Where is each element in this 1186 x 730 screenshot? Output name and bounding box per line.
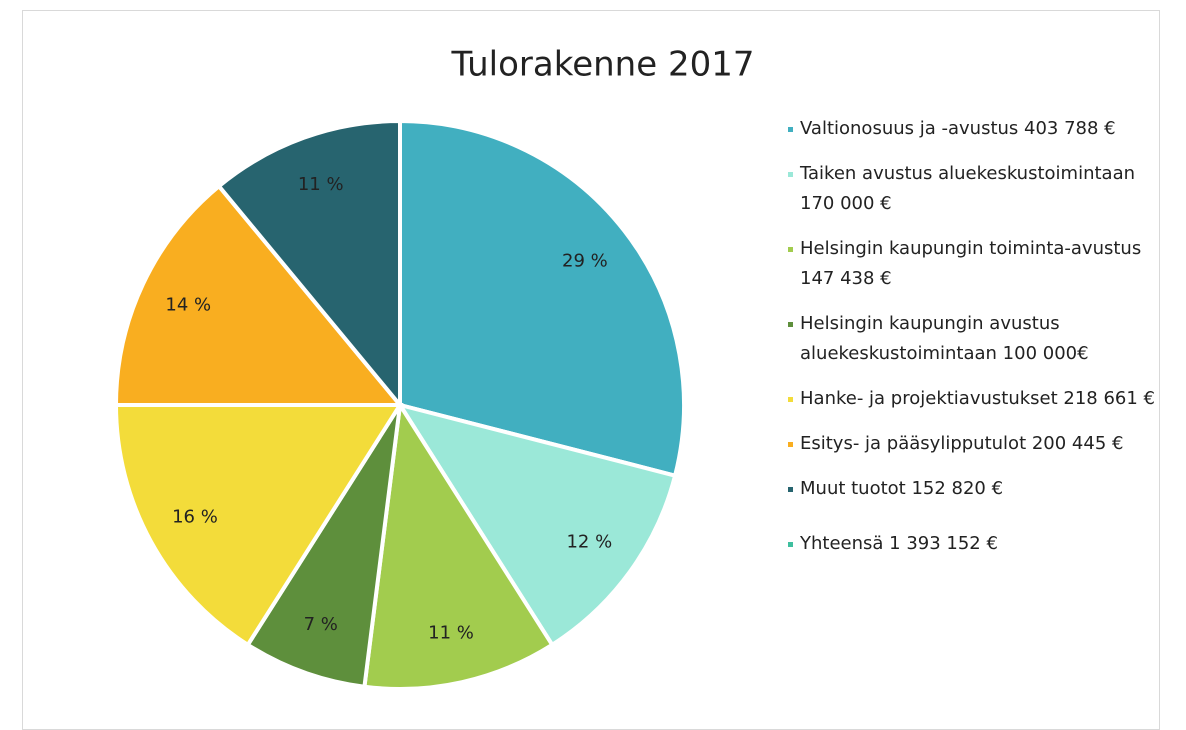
legend: Valtionosuus ja -avustus 403 788 € Taiken…	[786, 114, 1156, 574]
legend-label: Helsingin kaupungin avustus aluekeskusto…	[800, 313, 1089, 364]
pie-slice	[216, 118, 402, 411]
legend-entry: Taiken avustus aluekeskustoimintaan 170 …	[786, 159, 1156, 219]
legend-marker	[788, 442, 793, 447]
legend-label: Yhteensä 1 393 152 €	[800, 533, 998, 554]
legend-label: Hanke- ja projektiavustukset 218 661 €	[800, 388, 1155, 409]
legend-label: Muut tuotot 152 820 €	[800, 478, 1004, 499]
data-label: 11 %	[428, 622, 474, 643]
legend-entry: Valtionosuus ja -avustus 403 788 €	[786, 114, 1156, 144]
legend-entry: Yhteensä 1 393 152 €	[786, 529, 1156, 559]
legend-label: Taiken avustus aluekeskustoimintaan 170 …	[800, 163, 1136, 214]
legend-marker	[788, 487, 793, 492]
legend-marker	[788, 247, 793, 252]
legend-entry: Helsingin kaupungin toiminta-avustus 147…	[786, 234, 1156, 294]
pie-slice	[113, 183, 405, 407]
pie-slice	[395, 401, 678, 648]
pie-slice	[113, 403, 404, 648]
data-label: 29 %	[562, 251, 608, 272]
legend-marker	[788, 542, 793, 547]
legend-entry: Muut tuotot 152 820 €	[786, 474, 1156, 504]
data-label: 7 %	[304, 614, 338, 635]
legend-label: Valtionosuus ja -avustus 403 788 €	[800, 118, 1116, 139]
chart: Tulorakenne 2017 29 % 12 % 11 % 7 % 16 % 14 %…	[113, 44, 755, 691]
chart-title: Tulorakenne 2017	[451, 45, 755, 85]
pie-slice	[362, 399, 555, 691]
legend-entry: Hanke- ja projektiavustukset 218 661 €	[786, 384, 1156, 414]
page: {"chart_data": {"type": "pie", "title": …	[22, 10, 1160, 730]
legend-marker	[788, 322, 793, 327]
legend-marker	[788, 397, 793, 402]
data-label: 12 %	[566, 532, 612, 553]
data-label: 14 %	[165, 294, 211, 315]
legend-label: Helsingin kaupungin toiminta-avustus 147…	[800, 238, 1142, 289]
pie-slice	[398, 118, 686, 479]
legend-label: Esitys- ja pääsylipputulot 200 445 €	[800, 433, 1124, 454]
pie-slice	[245, 403, 402, 689]
legend-marker	[788, 172, 793, 177]
legend-entry: Helsingin kaupungin avustus aluekeskusto…	[786, 309, 1156, 369]
legend-entry: Esitys- ja pääsylipputulot 200 445 €	[786, 429, 1156, 459]
data-label: 16 %	[172, 507, 218, 528]
data-label: 11 %	[298, 174, 344, 195]
legend-marker	[788, 127, 793, 132]
